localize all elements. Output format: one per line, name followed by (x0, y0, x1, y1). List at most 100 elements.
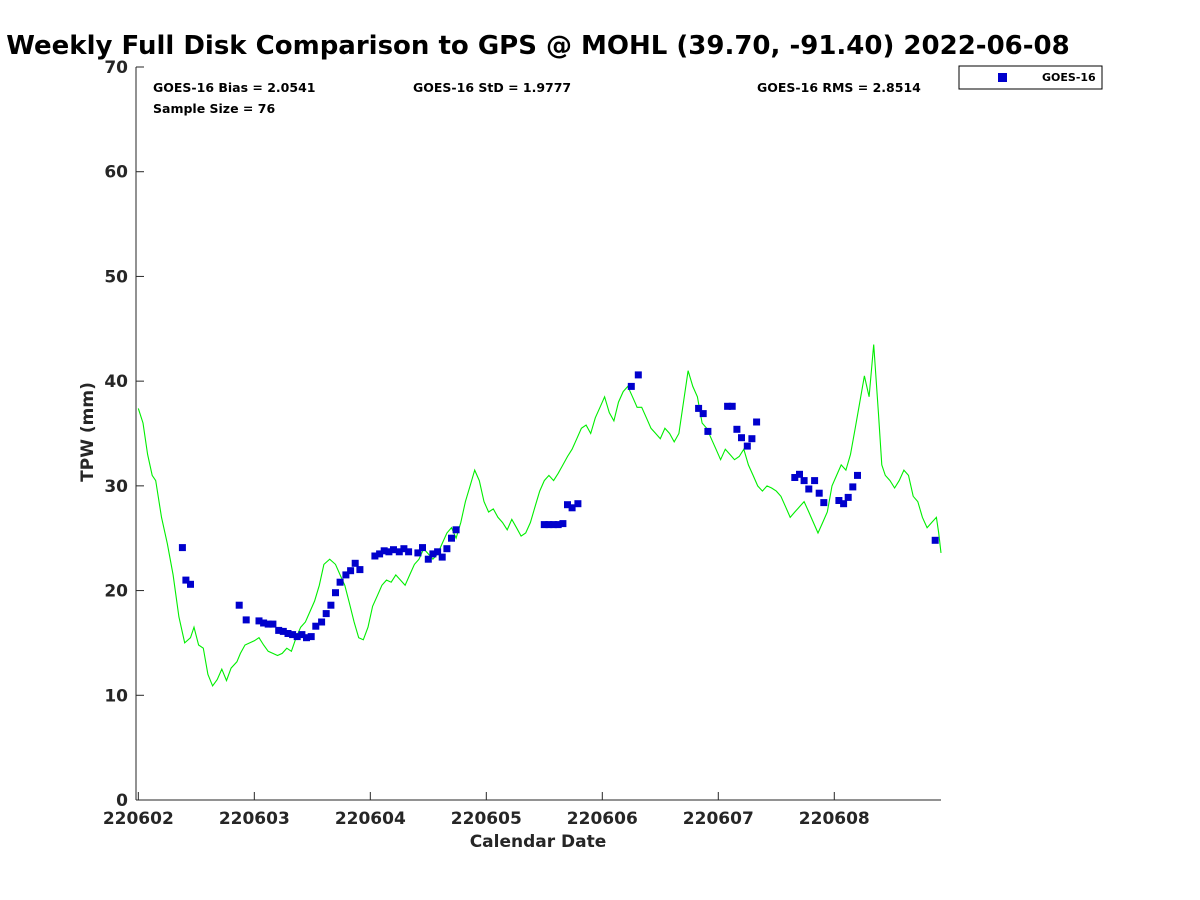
data-point-goes16 (351, 559, 359, 567)
y-tick-label: 10 (104, 686, 128, 706)
data-point-goes16 (550, 521, 558, 529)
data-point-goes16 (815, 489, 823, 497)
data-point-goes16 (255, 617, 263, 625)
x-axis-label: Calendar Date (470, 832, 607, 852)
data-point-goes16 (342, 571, 350, 579)
data-point-goes16 (178, 544, 186, 552)
data-point-goes16 (835, 497, 843, 504)
data-point-goes16 (356, 566, 364, 574)
data-point-goes16 (327, 601, 335, 609)
x-tick-label: 220607 (683, 809, 754, 829)
series-line-gps (137, 344, 942, 688)
data-point-goes16 (743, 442, 751, 450)
data-point-goes16 (805, 485, 813, 493)
data-point-goes16 (284, 630, 292, 637)
stat-sample-size: Sample Size = 76 (153, 101, 275, 116)
data-point-goes16 (574, 500, 582, 508)
data-point-goes16 (738, 434, 745, 442)
data-point-goes16 (275, 626, 283, 634)
data-point-goes16 (443, 545, 451, 553)
chart-title: Weekly Full Disk Comparison to GPS @ MOH… (6, 31, 1069, 61)
y-axis-label: TPW (mm) (78, 382, 98, 482)
y-tick-label: 20 (104, 582, 128, 602)
data-point-goes16 (849, 483, 857, 491)
data-point-goes16 (429, 550, 437, 558)
data-point-goes16 (414, 549, 422, 557)
data-point-goes16 (728, 402, 736, 410)
data-point-goes16 (554, 521, 562, 529)
x-tick-label: 220608 (799, 809, 870, 829)
y-tick-label: 30 (104, 477, 128, 497)
data-point-goes16 (844, 493, 852, 501)
data-point-goes16 (336, 578, 344, 586)
data-point-goes16 (699, 410, 707, 418)
data-point-goes16 (931, 536, 939, 544)
stat-std: GOES-16 StD = 1.9777 (413, 80, 571, 95)
data-point-goes16 (568, 504, 576, 512)
data-point-goes16 (182, 576, 190, 584)
x-tick-label: 220603 (219, 809, 290, 829)
data-point-goes16 (318, 618, 326, 626)
data-point-goes16 (820, 499, 828, 507)
data-point-goes16 (796, 470, 803, 478)
stat-rms: GOES-16 RMS = 2.8514 (757, 80, 921, 95)
legend-box (958, 65, 1103, 90)
data-point-goes16 (269, 620, 277, 628)
data-point-goes16 (559, 520, 567, 528)
data-point-goes16 (634, 371, 642, 379)
data-point-goes16 (545, 521, 553, 529)
data-point-goes16 (405, 548, 413, 556)
y-tick-label: 50 (104, 267, 128, 287)
data-point-goes16 (811, 477, 819, 485)
legend-marker-square (998, 73, 1007, 82)
y-tick-label: 70 (104, 58, 128, 78)
data-point-goes16 (840, 500, 848, 508)
data-point-goes16 (704, 427, 712, 435)
data-point-goes16 (800, 477, 808, 485)
stats-box: GOES-16 Bias = 2.0541 GOES-16 StD = 1.97… (153, 80, 921, 116)
data-point-goes16 (293, 633, 301, 641)
data-point-goes16 (400, 545, 408, 553)
data-point-goes16 (376, 550, 384, 558)
data-point-goes16 (395, 548, 403, 556)
data-point-goes16 (303, 634, 310, 642)
data-point-goes16 (312, 622, 320, 630)
data-point-goes16 (791, 474, 799, 481)
y-tick-label: 0 (116, 791, 128, 811)
data-point-goes16 (724, 402, 732, 410)
data-point-goes16 (564, 501, 571, 509)
data-point-goes16 (434, 548, 442, 556)
data-point-goes16 (242, 616, 250, 624)
data-point-goes16 (289, 631, 297, 639)
legend: GOES-16 (958, 65, 1103, 90)
x-tick-label: 220602 (103, 809, 174, 829)
stat-bias: GOES-16 Bias = 2.0541 (153, 80, 315, 95)
data-point-goes16 (385, 548, 393, 556)
data-point-goes16 (298, 631, 306, 639)
data-point-goes16 (279, 627, 287, 635)
x-tick-label: 220604 (335, 809, 406, 829)
data-point-goes16 (419, 544, 426, 552)
data-point-goes16 (540, 521, 548, 529)
data-point-goes16 (332, 589, 339, 597)
data-point-goes16 (733, 425, 741, 433)
data-point-goes16 (452, 526, 460, 534)
y-tick-label: 60 (104, 163, 128, 183)
data-point-goes16 (854, 471, 861, 479)
x-tick-label: 220606 (567, 809, 638, 829)
data-point-goes16 (187, 580, 194, 588)
y-tick-label: 40 (104, 372, 128, 392)
data-point-goes16 (627, 382, 635, 390)
legend-label: GOES-16 (1042, 71, 1096, 84)
plot-area: 0 10 20 30 40 50 60 70 220602 220603 220604 220605 2… (103, 58, 942, 829)
data-point-goes16 (307, 633, 315, 641)
data-point-goes16 (748, 435, 756, 443)
data-point-goes16 (235, 601, 243, 609)
data-point-goes16 (322, 610, 330, 618)
data-point-goes16 (347, 567, 355, 575)
data-point-goes16 (448, 534, 455, 542)
x-tick-label: 220605 (451, 809, 522, 829)
data-point-goes16 (438, 553, 446, 561)
data-point-goes16 (260, 619, 268, 627)
